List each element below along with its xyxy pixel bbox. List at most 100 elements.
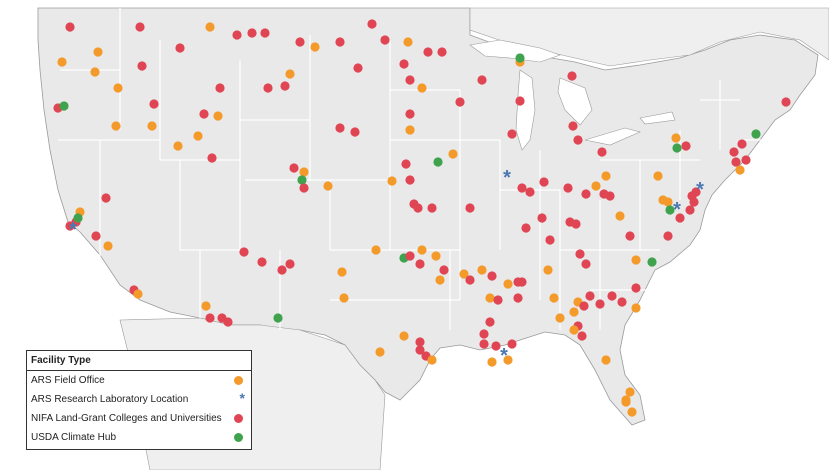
lake-superior bbox=[469, 39, 561, 63]
ars-field-office-marker bbox=[337, 267, 347, 277]
legend-item-usda-climate-hub: USDA Climate Hub bbox=[27, 428, 251, 447]
ars-field-office-marker bbox=[627, 407, 637, 417]
nifa-land-grant-marker bbox=[685, 205, 695, 215]
lake-erie bbox=[584, 127, 641, 146]
ars-field-office-marker bbox=[625, 387, 635, 397]
usda-climate-hub-marker bbox=[297, 175, 307, 185]
nifa-land-grant-marker bbox=[691, 187, 701, 197]
nifa-land-grant-marker bbox=[289, 163, 299, 173]
ars-field-office-marker bbox=[405, 125, 415, 135]
ars-field-office-marker bbox=[435, 275, 445, 285]
nifa-land-grant-marker bbox=[599, 189, 609, 199]
ars-field-office-marker bbox=[403, 37, 413, 47]
nifa-land-grant-marker bbox=[517, 183, 527, 193]
nifa-land-grant-marker bbox=[681, 141, 691, 151]
nifa-land-grant-marker bbox=[689, 197, 699, 207]
ars-field-office-marker bbox=[147, 121, 157, 131]
nifa-land-grant-marker bbox=[277, 265, 287, 275]
nifa-land-grant-marker bbox=[239, 247, 249, 257]
ars-field-office-marker bbox=[601, 171, 611, 181]
nifa-land-grant-marker bbox=[545, 235, 555, 245]
legend-item-ars-research-lab: ARS Research Laboratory Location * bbox=[27, 390, 251, 409]
nifa-land-grant-marker bbox=[149, 99, 159, 109]
legend: Facility Type ARS Field Office ARS Resea… bbox=[26, 350, 252, 450]
nifa-land-grant-marker bbox=[617, 297, 627, 307]
nifa-land-grant-marker bbox=[741, 155, 751, 165]
nifa-land-grant-marker bbox=[415, 337, 425, 347]
ars-field-office-marker bbox=[285, 69, 295, 79]
ars-field-office-marker bbox=[417, 245, 427, 255]
ars-field-office-marker bbox=[663, 197, 673, 207]
ars-field-office-marker bbox=[387, 176, 397, 186]
ars-research-lab-marker: * bbox=[69, 219, 77, 241]
nifa-land-grant-marker bbox=[487, 271, 497, 281]
nifa-land-grant-marker bbox=[247, 28, 257, 38]
ars-field-office-marker bbox=[569, 325, 579, 335]
ars-field-office-marker bbox=[601, 355, 611, 365]
usda-climate-hub-marker bbox=[665, 205, 675, 215]
ars-field-office-marker bbox=[201, 301, 211, 311]
nifa-land-grant-marker bbox=[280, 81, 290, 91]
ars-field-office-marker bbox=[615, 211, 625, 221]
nifa-land-grant-marker bbox=[575, 249, 585, 259]
usda-climate-hub-marker bbox=[73, 213, 83, 223]
usda-climate-hub-marker bbox=[433, 157, 443, 167]
legend-label: ARS Research Laboratory Location bbox=[31, 394, 189, 405]
nifa-land-grant-marker bbox=[263, 83, 273, 93]
ars-field-office-marker bbox=[310, 42, 320, 52]
nifa-land-grant-marker bbox=[135, 22, 145, 32]
ars-field-office-marker bbox=[487, 357, 497, 367]
nifa-land-grant-marker bbox=[485, 317, 495, 327]
legend-item-nifa-land-grant: NIFA Land-Grant Colleges and Universitie… bbox=[27, 409, 251, 428]
nifa-land-grant-marker bbox=[423, 47, 433, 57]
nifa-land-grant-marker bbox=[507, 339, 517, 349]
usda-climate-hub-marker bbox=[751, 129, 761, 139]
nifa-land-grant-marker bbox=[493, 295, 503, 305]
nifa-land-grant-marker bbox=[585, 291, 595, 301]
nifa-land-grant-marker bbox=[571, 219, 581, 229]
nifa-land-grant-marker bbox=[567, 71, 577, 81]
nifa-land-grant-marker bbox=[568, 121, 578, 131]
ars-field-office-marker bbox=[503, 355, 513, 365]
nifa-land-grant-marker bbox=[350, 127, 360, 137]
nifa-land-grant-marker bbox=[477, 75, 487, 85]
legend-title: Facility Type bbox=[27, 351, 251, 371]
ars-field-office-marker bbox=[503, 279, 513, 289]
nifa-land-grant-marker bbox=[335, 37, 345, 47]
ars-field-office-marker bbox=[90, 67, 100, 77]
nifa-land-grant-marker bbox=[465, 203, 475, 213]
nifa-land-grant-marker bbox=[573, 135, 583, 145]
ars-field-office-marker bbox=[621, 397, 631, 407]
nifa-land-grant-marker bbox=[539, 177, 549, 187]
nifa-land-grant-marker bbox=[563, 183, 573, 193]
nifa-land-grant-marker bbox=[607, 291, 617, 301]
nifa-land-grant-marker bbox=[405, 75, 415, 85]
nifa-land-grant-marker bbox=[413, 203, 423, 213]
nifa-land-grant-marker bbox=[199, 109, 209, 119]
red-dot-icon bbox=[234, 414, 243, 423]
ars-field-office-marker bbox=[93, 47, 103, 57]
ars-field-office-marker bbox=[569, 307, 579, 317]
usda-climate-hub-marker bbox=[273, 313, 283, 323]
nifa-land-grant-marker bbox=[525, 187, 535, 197]
nifa-land-grant-marker bbox=[595, 299, 605, 309]
ars-field-office-marker bbox=[205, 22, 215, 32]
ars-field-office-marker bbox=[477, 265, 487, 275]
ars-field-office-marker bbox=[299, 167, 309, 177]
lake-huron bbox=[557, 77, 593, 126]
nifa-land-grant-marker bbox=[215, 83, 225, 93]
ars-field-office-marker bbox=[671, 133, 681, 143]
ars-field-office-marker bbox=[448, 149, 458, 159]
nifa-land-grant-marker bbox=[91, 231, 101, 241]
nifa-land-grant-marker bbox=[399, 59, 409, 69]
nifa-land-grant-marker bbox=[663, 231, 673, 241]
nifa-land-grant-marker bbox=[579, 301, 589, 311]
nifa-land-grant-marker bbox=[631, 283, 641, 293]
nifa-land-grant-marker bbox=[380, 35, 390, 45]
green-dot-icon bbox=[234, 433, 243, 442]
nifa-land-grant-marker bbox=[295, 37, 305, 47]
ars-field-office-marker bbox=[371, 245, 381, 255]
nifa-land-grant-marker bbox=[513, 293, 523, 303]
usda-climate-hub-marker bbox=[59, 101, 69, 111]
ars-field-office-marker bbox=[459, 269, 469, 279]
